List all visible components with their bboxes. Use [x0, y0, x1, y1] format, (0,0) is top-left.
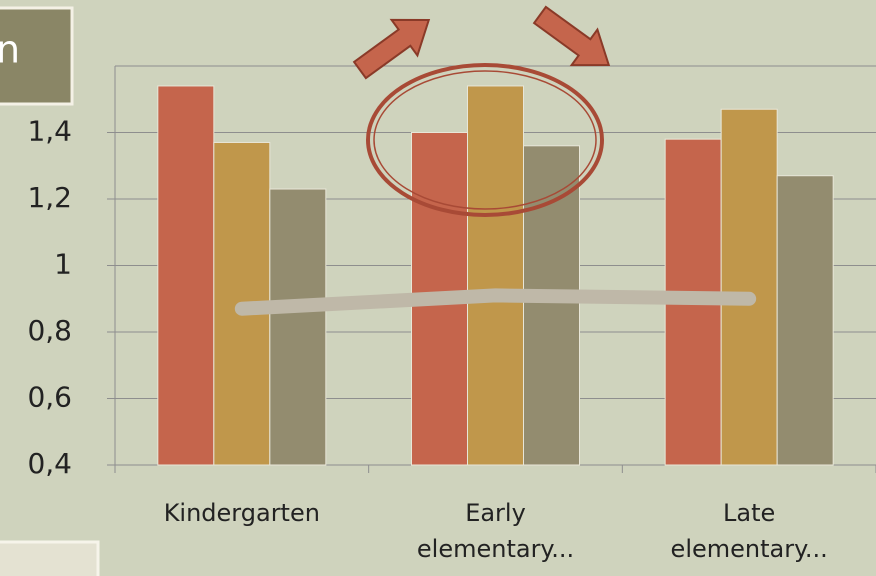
x-tick-label: Kindergarten: [163, 499, 320, 527]
plot: 0,4 0,6 0,8 1 1,2 1,4: [27, 65, 876, 480]
highlight-ellipse-inner: [373, 70, 597, 210]
bar: [776, 175, 834, 466]
y-tick-label: 1,4: [27, 115, 72, 148]
bar: [720, 108, 778, 466]
bar: [523, 145, 580, 466]
arrow: [352, 18, 431, 80]
y-tick-label: 0,6: [27, 381, 72, 414]
bar: [269, 188, 327, 466]
y-tick-label: 0,8: [27, 314, 72, 347]
arrow: [532, 5, 611, 67]
y-tick-label: 1: [54, 248, 72, 281]
y-tick-label: 0,4: [27, 447, 72, 480]
line: [234, 288, 757, 316]
x-tick-label: Early elementary...: [416, 499, 575, 563]
bar: [467, 85, 524, 466]
bottom-box: [0, 540, 100, 576]
bar: [157, 85, 215, 466]
title-box-text: n: [0, 28, 20, 72]
highlight-ellipse: [366, 63, 604, 217]
title-box: [0, 6, 74, 106]
x-tick-label: Late elementary...: [670, 499, 828, 563]
y-tick-label: 1,2: [27, 181, 72, 214]
